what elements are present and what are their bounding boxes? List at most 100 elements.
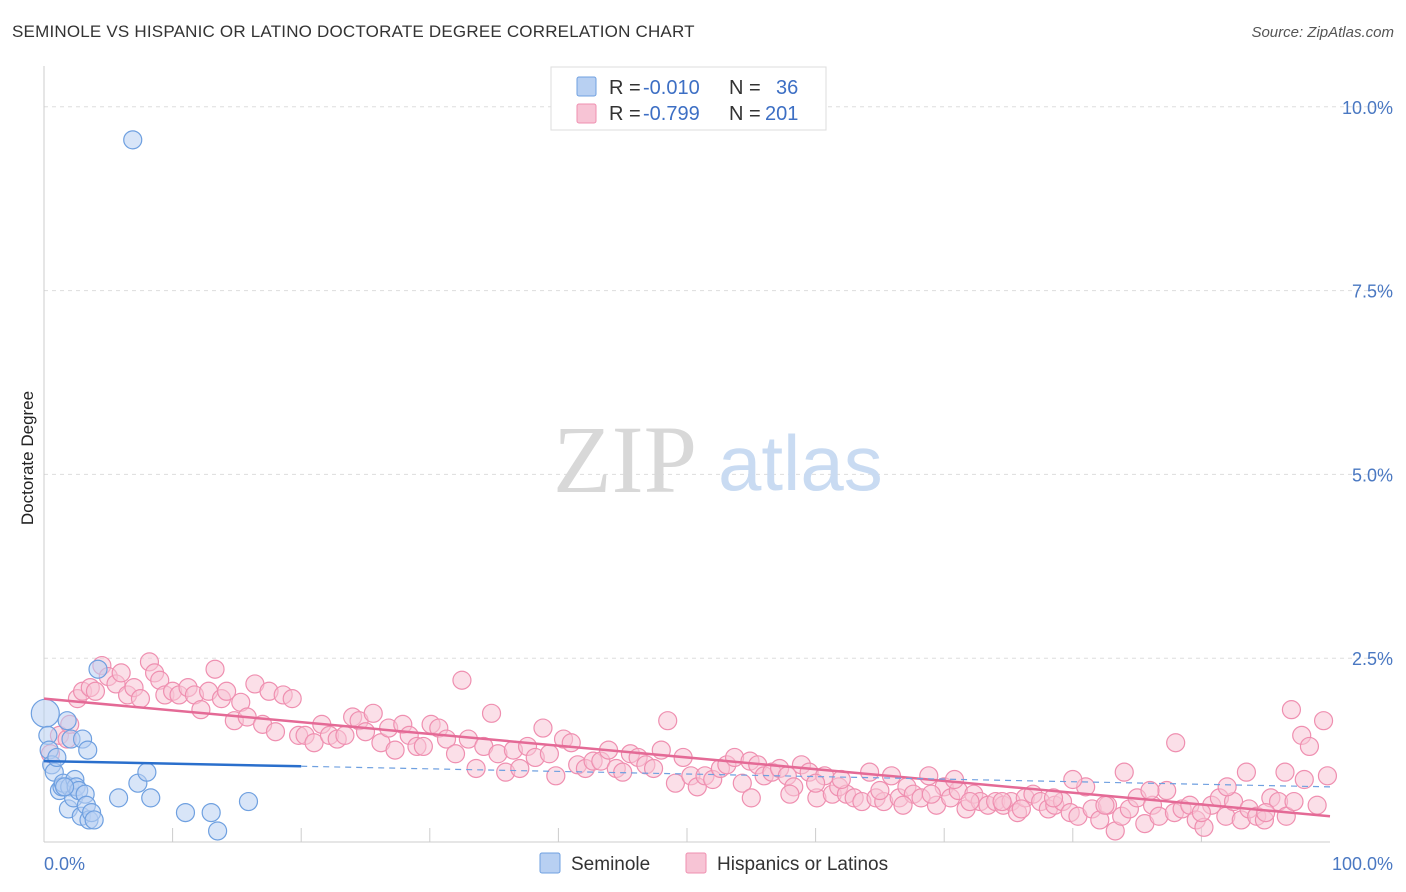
hispanic-point-50 xyxy=(385,740,405,760)
stats-legend: R = -0.010 N = 36 R = -0.799 N = 201 xyxy=(550,66,827,131)
seminole-point-0 xyxy=(30,698,60,728)
y-axis-label: Doctorate Degree xyxy=(18,391,37,525)
hispanic-point-85 xyxy=(643,758,664,779)
seminole-point-33 xyxy=(208,821,228,841)
hispanic-point-27 xyxy=(217,681,237,701)
hispanic-point-187 xyxy=(992,791,1012,812)
hispanic-point-175 xyxy=(1313,711,1334,731)
hispanic-point-63 xyxy=(481,703,502,723)
hispanic-point-54 xyxy=(413,736,433,757)
seminole-point-31 xyxy=(175,802,196,823)
hispanic-point-199 xyxy=(893,795,913,815)
watermark-atlas: atlas xyxy=(718,419,883,507)
hispanic-point-11 xyxy=(111,663,131,683)
bottom-legend-hispanic: Hispanics or Latinos xyxy=(717,854,888,875)
series-hispanics-points xyxy=(40,652,1338,841)
x-tick-labels: 0.0% 100.0% xyxy=(44,854,1393,874)
hispanic-point-188 xyxy=(1043,788,1064,808)
bottom-legend-seminole: Seminole xyxy=(571,854,650,875)
hispanic-point-61 xyxy=(466,758,486,779)
hispanic-point-179 xyxy=(960,791,980,812)
hispanic-point-43 xyxy=(335,725,355,745)
seminole-point-5 xyxy=(47,747,67,768)
legend-r-label-2: R = xyxy=(609,103,641,125)
seminole-point-32 xyxy=(201,802,221,823)
watermark-zip: ZIP xyxy=(553,406,697,513)
watermark: ZIP atlas xyxy=(553,406,883,513)
seminole-point-35 xyxy=(54,777,75,797)
y-tick-label-0: 2.5% xyxy=(1352,649,1393,669)
hispanic-point-195 xyxy=(1294,769,1314,790)
trend-lines xyxy=(43,697,1331,818)
legend-n-value-2: 201 xyxy=(765,103,798,125)
hispanic-point-189 xyxy=(1095,795,1115,815)
seminole-trend-line-solid xyxy=(43,759,302,768)
hispanic-point-193 xyxy=(1256,802,1276,823)
seminole-point-25 xyxy=(88,659,108,679)
hispanic-point-196 xyxy=(741,788,761,808)
grid-lines xyxy=(44,106,1392,659)
hispanic-point-180 xyxy=(1011,799,1031,819)
hispanic-point-67 xyxy=(510,758,530,779)
hispanic-point-74 xyxy=(561,733,581,753)
seminole-point-26 xyxy=(108,788,129,808)
hispanic-point-23 xyxy=(191,700,211,720)
hispanic-point-171 xyxy=(1284,791,1304,812)
hispanic-point-97 xyxy=(732,773,752,793)
series-seminole-points xyxy=(30,130,259,841)
y-tick-label-1: 5.0% xyxy=(1352,465,1393,485)
legend-n-label-1: N = xyxy=(729,77,761,99)
legend-n-value-1: 36 xyxy=(776,77,798,99)
hispanic-point-39 xyxy=(304,733,324,753)
hispanic-point-177 xyxy=(870,780,890,801)
hispanic-point-47 xyxy=(363,703,383,723)
hispanic-point-198 xyxy=(805,773,826,793)
hispanic-point-71 xyxy=(539,744,559,764)
seminole-point-34 xyxy=(238,791,259,812)
legend-r-value-2: -0.799 xyxy=(643,103,700,125)
legend-box xyxy=(550,66,827,131)
seminole-point-9 xyxy=(57,711,77,731)
y-tick-labels: 2.5% 5.0% 7.5% 10.0% xyxy=(1342,98,1393,669)
bottom-legend-swatch-seminole xyxy=(539,852,561,874)
hispanic-point-59 xyxy=(452,670,472,690)
x-tick-label-1: 100.0% xyxy=(1332,854,1393,874)
hispanic-point-72 xyxy=(546,766,566,786)
hispanic-point-181 xyxy=(1063,769,1083,790)
hispanic-point-14 xyxy=(130,689,151,709)
seminole-point-24 xyxy=(84,810,104,830)
hispanic-point-178 xyxy=(921,784,941,804)
hispanic-point-183 xyxy=(1166,733,1186,753)
hispanic-point-197 xyxy=(780,784,800,804)
hispanic-point-186 xyxy=(1317,766,1338,786)
y-tick-label-2: 7.5% xyxy=(1352,282,1393,302)
hispanic-point-114 xyxy=(860,762,880,782)
hispanic-point-182 xyxy=(1114,762,1134,782)
hispanic-trend-line xyxy=(43,697,1331,818)
chart-title: SEMINOLE VS HISPANIC OR LATINO DOCTORATE… xyxy=(12,22,695,41)
seminole-point-27 xyxy=(123,130,143,150)
hispanic-point-87 xyxy=(658,711,678,731)
hispanic-point-185 xyxy=(1275,762,1295,782)
legend-r-value-1: -0.010 xyxy=(643,77,700,99)
hispanic-point-192 xyxy=(1236,762,1257,782)
hispanic-point-36 xyxy=(282,689,302,709)
source-credit: Source: ZipAtlas.com xyxy=(1251,24,1394,41)
series-legend: Seminole Hispanics or Latinos xyxy=(539,852,888,875)
hispanic-point-194 xyxy=(1281,700,1302,720)
hispanic-point-122 xyxy=(919,766,939,786)
hispanic-point-173 xyxy=(1299,736,1320,757)
y-tick-label-3: 10.0% xyxy=(1342,98,1393,118)
seminole-point-29 xyxy=(137,762,157,782)
hispanic-point-25 xyxy=(205,659,225,679)
hispanic-point-34 xyxy=(265,722,286,742)
hispanic-point-184 xyxy=(1217,777,1237,797)
legend-r-label-1: R = xyxy=(609,77,641,99)
legend-swatch-seminole xyxy=(576,76,597,97)
hispanic-point-7 xyxy=(85,681,106,701)
seminole-point-21 xyxy=(78,740,98,760)
hispanic-point-190 xyxy=(1140,780,1160,801)
hispanic-point-70 xyxy=(533,718,553,738)
hispanic-point-46 xyxy=(355,722,376,742)
